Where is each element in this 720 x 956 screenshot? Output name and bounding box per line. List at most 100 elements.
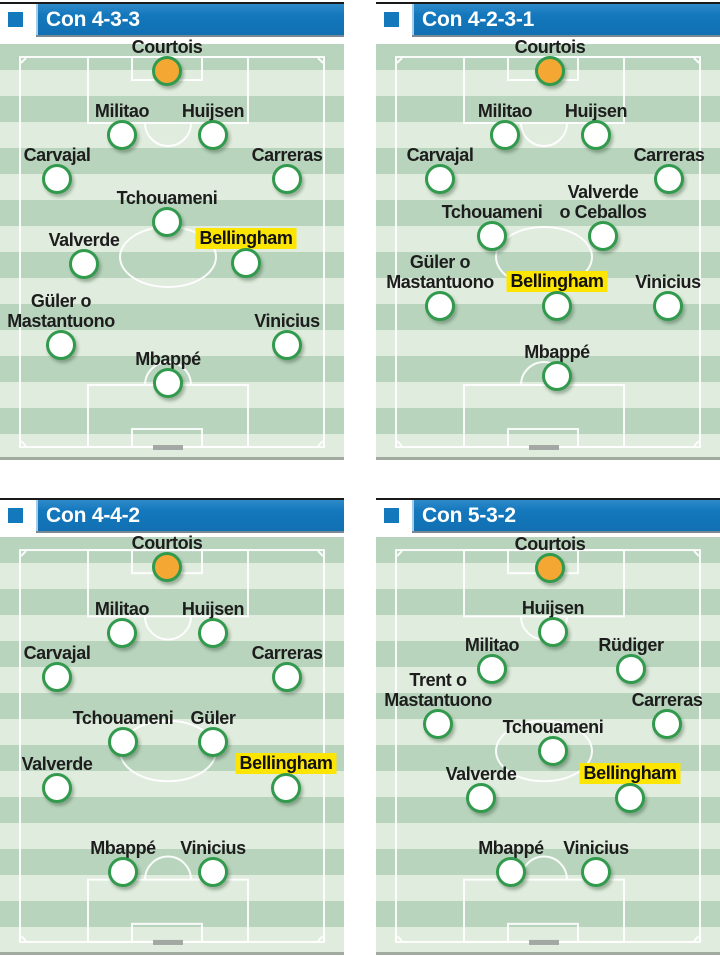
player-dot <box>153 368 183 398</box>
player-dot <box>615 783 645 813</box>
player-name: Mbappé <box>524 342 590 362</box>
goalkeeper-dot <box>535 553 565 583</box>
panel-header: Con 4-2-3-1 <box>376 2 720 35</box>
player-name: Courtois <box>515 37 586 57</box>
player-name-line: o Ceballos <box>559 202 647 222</box>
bullet-square-icon <box>383 508 399 523</box>
player-name: Valverde <box>22 754 93 774</box>
goal-bar <box>153 445 183 450</box>
formation-panel-4-2-3-1: Con 4-2-3-1 Courtois Militao Huijsen Carvaj… <box>376 2 720 460</box>
goalkeeper-dot <box>152 552 182 582</box>
player-name: Carvajal <box>24 145 91 165</box>
player-name: Valverde <box>446 764 517 784</box>
player-dot <box>423 709 453 739</box>
player-name-line: Trent o <box>409 670 467 690</box>
player-dot <box>538 617 568 647</box>
player-name-line: Valverde <box>21 754 93 774</box>
player-name: Courtois <box>132 37 203 57</box>
player-dot <box>477 654 507 684</box>
player-name-line: Carvajal <box>23 643 91 663</box>
player-name-line: Huijsen <box>521 598 585 618</box>
player-name-line: Valverde <box>567 182 639 202</box>
goalkeeper-dot <box>152 56 182 86</box>
bullet-square-icon <box>7 12 23 27</box>
player-dot <box>654 164 684 194</box>
player-name: Valverde o Ceballos <box>559 182 646 222</box>
player-name-line: Güler o <box>409 252 471 272</box>
player-dot <box>272 662 302 692</box>
player-name: Carreras <box>252 145 323 165</box>
player-name: Huijsen <box>182 101 245 121</box>
player-name: Güler o Mastantuono <box>386 252 494 292</box>
player-dot <box>198 618 228 648</box>
player-name-line: Carreras <box>631 690 703 710</box>
player-name-line: Militao <box>94 101 150 121</box>
pitch: Courtois Huijsen Militao Rüdiger Trent o Mast… <box>376 534 720 955</box>
player-name: Tchouameni <box>503 717 604 737</box>
player-dot <box>198 727 228 757</box>
player-name: Vinicius <box>635 272 701 292</box>
highlighted-player-name-line: Bellingham <box>235 753 337 774</box>
formation-panel-4-4-2: Con 4-4-2 Courtois Militao Huijsen Carvajal… <box>0 498 344 955</box>
player-dot <box>108 857 138 887</box>
player-name-line: Mbappé <box>524 342 590 362</box>
player-dot <box>69 249 99 279</box>
player-name: Rüdiger <box>598 635 664 655</box>
player-name: Vinicius <box>563 838 629 858</box>
player-name: Carreras <box>634 145 705 165</box>
player-name-line: Tchouameni <box>72 708 174 728</box>
pitch-lines <box>19 549 325 945</box>
player-name-line: Vinicius <box>635 272 701 292</box>
player-dot <box>152 207 182 237</box>
player-name-line: Vinicius <box>254 311 320 331</box>
player-name-line: Mastantuono <box>7 311 115 331</box>
player-dot <box>107 120 137 150</box>
player-dot <box>581 857 611 887</box>
goal-bar <box>529 445 559 450</box>
player-name: Militao <box>95 599 150 619</box>
player-name: Vinicius <box>254 311 320 331</box>
player-dot <box>538 736 568 766</box>
player-dot <box>231 248 261 278</box>
player-dot <box>198 120 228 150</box>
player-dot <box>581 120 611 150</box>
player-name: Huijsen <box>565 101 628 121</box>
bullet-square-icon <box>383 12 399 27</box>
player-name-line: Mbappé <box>135 349 201 369</box>
player-name-line: Courtois <box>514 534 586 554</box>
player-name-line: Tchouameni <box>502 717 604 737</box>
player-name-line: Militao <box>464 635 520 655</box>
player-dot <box>425 291 455 321</box>
player-name: Militao <box>464 635 520 655</box>
player-name: Huijsen <box>521 598 585 618</box>
player-name-line: Güler o <box>30 291 92 311</box>
player-dot <box>466 783 496 813</box>
player-name: Trent o Mastantuono <box>384 670 492 710</box>
player-name: Bellingham <box>579 763 681 784</box>
player-dot <box>653 291 683 321</box>
player-dot <box>272 330 302 360</box>
player-name-line: Carreras <box>633 145 705 165</box>
player-name: Güler <box>190 708 235 728</box>
header-icon-box <box>376 500 406 531</box>
player-name-line: Vinicius <box>180 838 246 858</box>
player-dot <box>42 164 72 194</box>
highlighted-player-name-line: Bellingham <box>579 763 681 784</box>
player-name: Mbappé <box>135 349 201 369</box>
player-name-line: Militao <box>477 101 533 121</box>
player-name: Mbappé <box>478 838 544 858</box>
goalkeeper-dot <box>535 56 565 86</box>
player-name-line: Carreras <box>251 145 323 165</box>
panel-header: Con 5-3-2 <box>376 498 720 531</box>
panel-header: Con 4-3-3 <box>0 2 344 35</box>
header-icon-box <box>0 4 30 35</box>
pitch: Courtois Militao Huijsen Carvajal Carreras Tc… <box>0 37 344 460</box>
player-name: Carvajal <box>407 145 474 165</box>
player-dot <box>42 773 72 803</box>
header-icon-box <box>376 4 406 35</box>
player-dot <box>490 120 520 150</box>
player-name-line: Huijsen <box>181 599 245 619</box>
player-name-line: Mbappé <box>90 838 156 858</box>
player-name-line: Mbappé <box>478 838 544 858</box>
player-name: Tchouameni <box>442 202 543 222</box>
